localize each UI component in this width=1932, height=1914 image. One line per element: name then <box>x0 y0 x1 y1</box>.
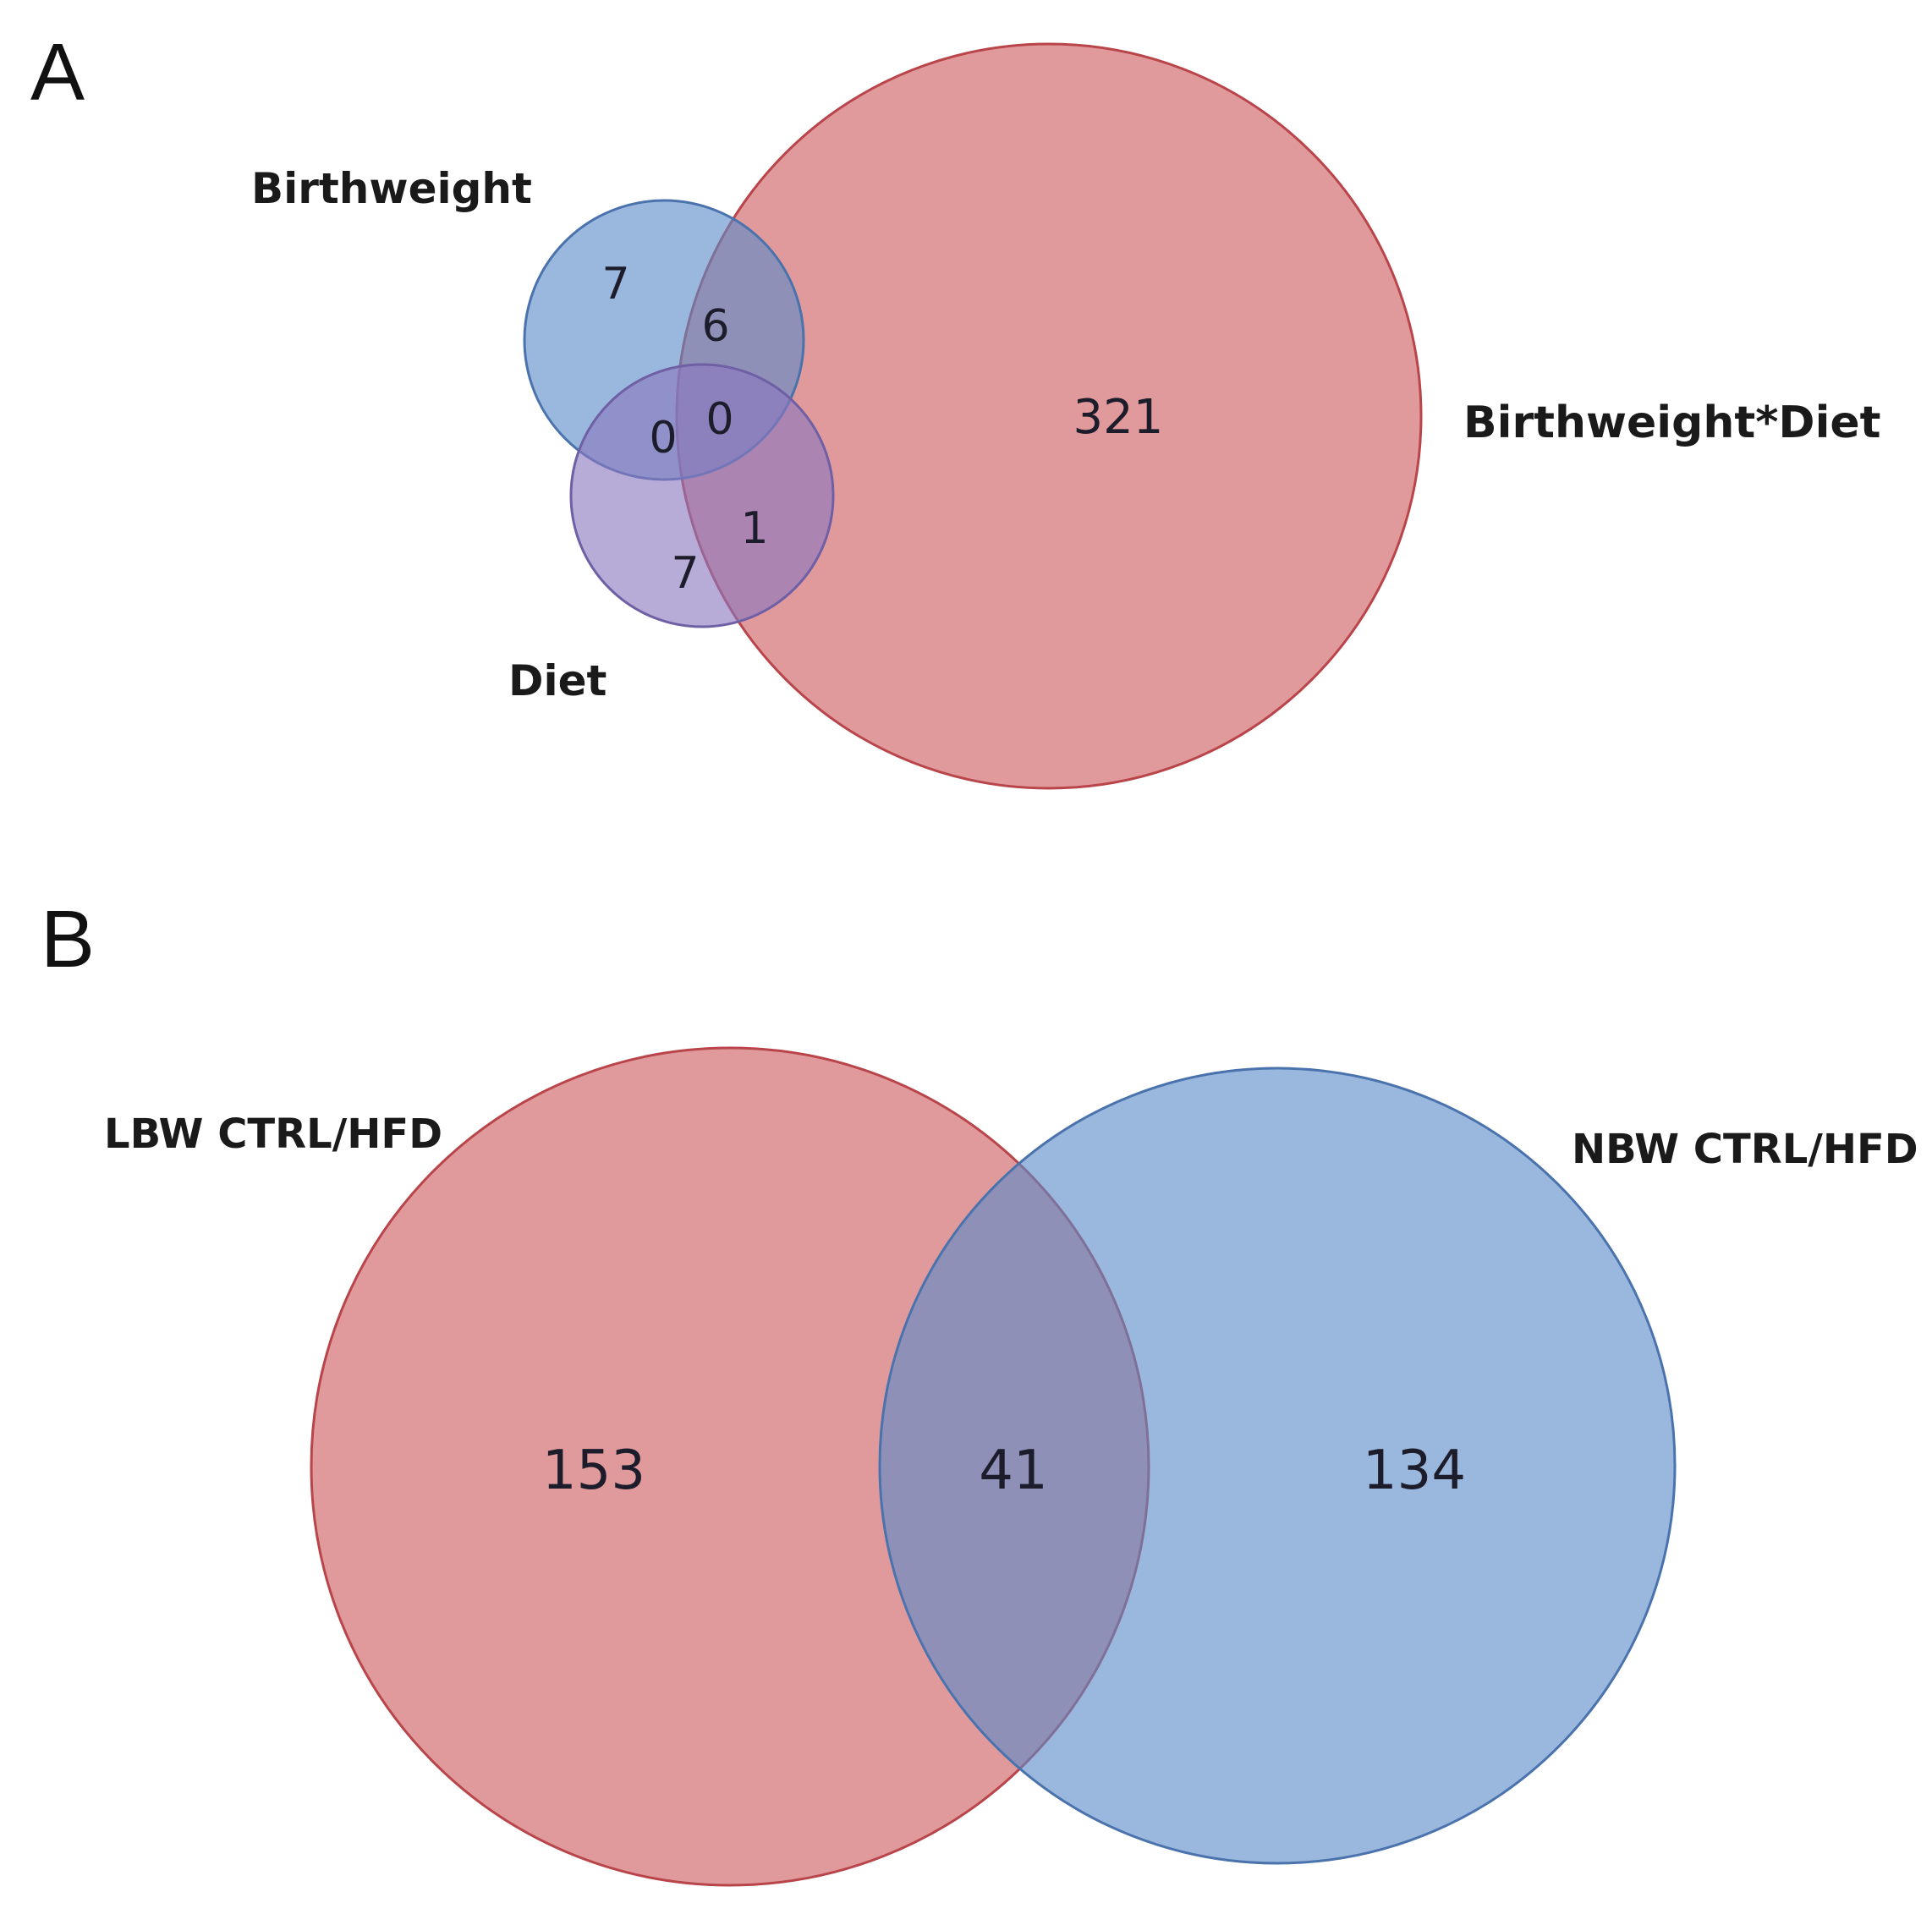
count-lbw-only: 153 <box>542 1440 645 1502</box>
circle-diet <box>569 363 835 628</box>
panel-a: A Birthweight Birthweight*Diet Diet 7 6 … <box>30 27 1881 790</box>
count-all-three: 0 <box>705 394 733 445</box>
count-birthweight-only: 7 <box>601 259 629 310</box>
panel-b-letter: B <box>41 894 95 984</box>
label-lbw: LBW CTRL/HFD <box>104 1111 442 1158</box>
circle-nbw <box>878 1067 1677 1865</box>
panel-a-letter: A <box>30 27 85 118</box>
count-overlap: 41 <box>979 1440 1047 1502</box>
count-diet-only: 7 <box>671 548 699 599</box>
count-interaction-only: 321 <box>1073 390 1164 445</box>
label-birthweight: Birthweight <box>251 164 532 213</box>
panel-b: B LBW CTRL/HFD NBW CTRL/HFD 153 41 134 <box>41 894 1918 1887</box>
label-interaction: Birthweight*Diet <box>1463 398 1881 448</box>
count-nbw-only: 134 <box>1363 1440 1466 1502</box>
count-birthweight-interaction: 6 <box>701 301 729 352</box>
label-nbw: NBW CTRL/HFD <box>1572 1126 1918 1173</box>
count-birthweight-diet: 0 <box>649 413 677 463</box>
count-diet-interaction: 1 <box>740 503 768 554</box>
label-diet: Diet <box>508 656 606 705</box>
